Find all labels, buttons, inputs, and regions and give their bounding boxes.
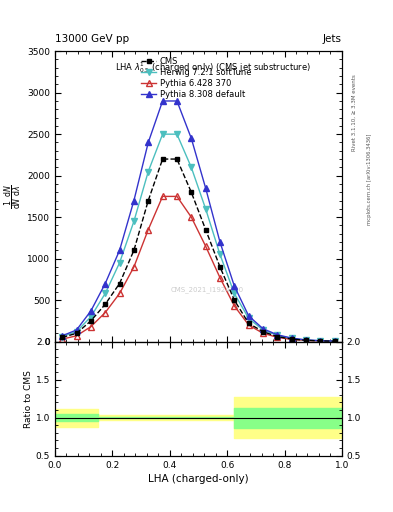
Text: Jets: Jets (323, 33, 342, 44)
Herwig 7.2.1 softTune (88, 314, 93, 320)
Pythia 6.428 370 (246, 322, 251, 328)
Pythia 8.308 default (174, 98, 179, 104)
Pythia 8.308 default (132, 198, 136, 204)
Y-axis label: $\frac{1}{\mathrm{d}N}\frac{\mathrm{d}N}{\mathrm{d}\lambda}$: $\frac{1}{\mathrm{d}N}\frac{\mathrm{d}N}… (3, 184, 24, 209)
CMS (174, 156, 179, 162)
CMS (146, 198, 151, 204)
Pythia 6.428 370 (318, 338, 323, 344)
Pythia 6.428 370 (146, 226, 151, 232)
Pythia 8.308 default (88, 308, 93, 314)
Herwig 7.2.1 softTune (146, 168, 151, 175)
CMS (117, 281, 122, 287)
CMS (60, 334, 64, 340)
CMS (203, 226, 208, 232)
CMS (160, 156, 165, 162)
Pythia 8.308 default (275, 332, 280, 338)
CMS (261, 329, 265, 335)
CMS (332, 338, 337, 344)
Text: Rivet 3.1.10, ≥ 3.3M events: Rivet 3.1.10, ≥ 3.3M events (352, 74, 357, 151)
Pythia 8.308 default (103, 281, 108, 287)
Pythia 8.308 default (203, 185, 208, 191)
Herwig 7.2.1 softTune (332, 338, 337, 344)
Text: LHA $\lambda^{1}_{0.5}$ (charged only) (CMS jet substructure): LHA $\lambda^{1}_{0.5}$ (charged only) (… (115, 60, 311, 75)
Text: mcplots.cern.ch [arXiv:1306.3436]: mcplots.cern.ch [arXiv:1306.3436] (367, 134, 373, 225)
Pythia 6.428 370 (289, 336, 294, 343)
Herwig 7.2.1 softTune (275, 332, 280, 338)
X-axis label: LHA (charged-only): LHA (charged-only) (148, 474, 249, 484)
Herwig 7.2.1 softTune (160, 131, 165, 137)
Herwig 7.2.1 softTune (289, 335, 294, 342)
Pythia 8.308 default (289, 335, 294, 341)
Herwig 7.2.1 softTune (60, 333, 64, 339)
Pythia 8.308 default (318, 337, 323, 344)
Herwig 7.2.1 softTune (218, 251, 222, 258)
Pythia 8.308 default (261, 326, 265, 332)
Herwig 7.2.1 softTune (304, 337, 309, 343)
Pythia 8.308 default (332, 338, 337, 344)
Pythia 8.308 default (218, 239, 222, 245)
CMS (232, 297, 237, 303)
CMS (289, 336, 294, 342)
CMS (318, 338, 323, 344)
Pythia 6.428 370 (88, 324, 93, 330)
CMS (275, 333, 280, 339)
Legend: CMS, Herwig 7.2.1 softTune, Pythia 6.428 370, Pythia 8.308 default: CMS, Herwig 7.2.1 softTune, Pythia 6.428… (140, 55, 253, 101)
CMS (218, 264, 222, 270)
Pythia 8.308 default (246, 313, 251, 319)
Pythia 6.428 370 (304, 337, 309, 344)
Line: Pythia 8.308 default: Pythia 8.308 default (59, 98, 338, 344)
Pythia 6.428 370 (60, 336, 64, 342)
Pythia 6.428 370 (160, 194, 165, 200)
Line: Herwig 7.2.1 softTune: Herwig 7.2.1 softTune (59, 132, 338, 344)
Pythia 6.428 370 (275, 334, 280, 340)
Pythia 6.428 370 (174, 194, 179, 200)
Herwig 7.2.1 softTune (189, 164, 194, 170)
CMS (189, 189, 194, 195)
Pythia 6.428 370 (74, 333, 79, 339)
Herwig 7.2.1 softTune (117, 260, 122, 266)
Pythia 8.308 default (146, 139, 151, 145)
Pythia 6.428 370 (189, 214, 194, 220)
CMS (74, 330, 79, 336)
Text: CMS_2021_I1924130: CMS_2021_I1924130 (171, 286, 244, 293)
Y-axis label: Ratio to CMS: Ratio to CMS (24, 370, 33, 428)
CMS (88, 318, 93, 324)
Pythia 8.308 default (117, 247, 122, 253)
Pythia 6.428 370 (117, 290, 122, 296)
CMS (246, 321, 251, 327)
Pythia 8.308 default (60, 333, 64, 339)
Pythia 6.428 370 (261, 330, 265, 336)
CMS (304, 337, 309, 344)
CMS (103, 301, 108, 307)
Pythia 6.428 370 (232, 303, 237, 309)
Herwig 7.2.1 softTune (203, 206, 208, 212)
Herwig 7.2.1 softTune (232, 290, 237, 296)
Pythia 8.308 default (304, 337, 309, 343)
Herwig 7.2.1 softTune (103, 290, 108, 296)
Pythia 6.428 370 (218, 274, 222, 281)
Pythia 8.308 default (189, 135, 194, 141)
Herwig 7.2.1 softTune (132, 218, 136, 224)
Herwig 7.2.1 softTune (74, 329, 79, 335)
Line: Pythia 6.428 370: Pythia 6.428 370 (59, 194, 338, 344)
Line: CMS: CMS (60, 157, 337, 343)
Text: 13000 GeV pp: 13000 GeV pp (55, 33, 129, 44)
Pythia 6.428 370 (103, 309, 108, 315)
Pythia 6.428 370 (203, 243, 208, 249)
Herwig 7.2.1 softTune (246, 315, 251, 322)
Pythia 8.308 default (232, 283, 237, 289)
Pythia 6.428 370 (332, 338, 337, 345)
Herwig 7.2.1 softTune (261, 327, 265, 333)
CMS (132, 247, 136, 253)
Pythia 6.428 370 (132, 264, 136, 270)
Pythia 8.308 default (160, 98, 165, 104)
Herwig 7.2.1 softTune (318, 338, 323, 344)
Herwig 7.2.1 softTune (174, 131, 179, 137)
Pythia 8.308 default (74, 327, 79, 333)
